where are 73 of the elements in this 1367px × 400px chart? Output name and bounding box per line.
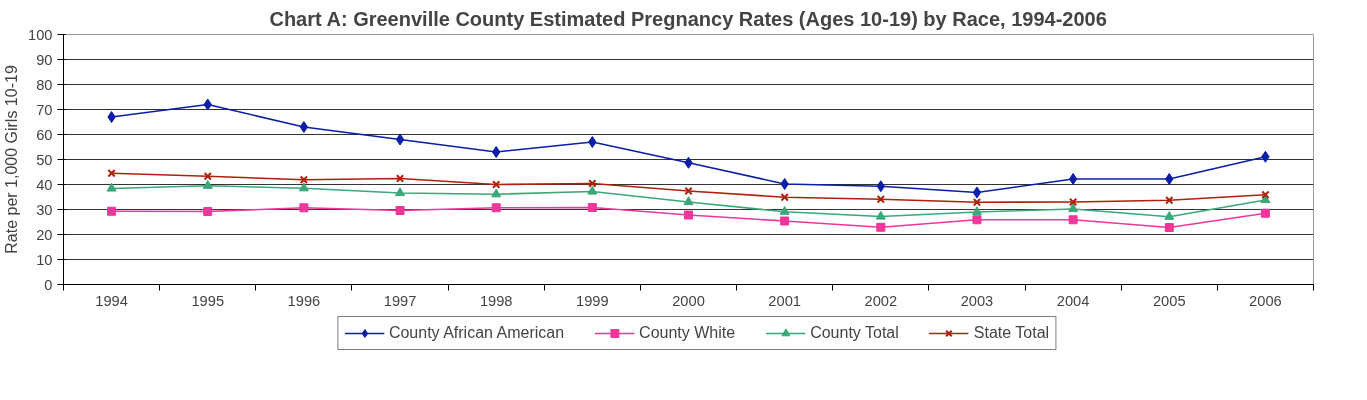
y-tick-label: 90 [36,51,53,68]
y-tick-label: 50 [36,151,53,168]
x-tick-label: 1994 [95,292,128,309]
point [395,187,406,197]
point [395,206,405,215]
point [1068,173,1078,185]
chart-title: Chart A: Greenville County Estimated Pregnancy Rates (Ages 10-19) by Race, 1994-2006 [269,7,1107,30]
y-tick-label: 20 [36,226,53,243]
x-tick-label: 1995 [191,292,225,309]
point [971,206,982,216]
point [780,216,790,226]
point [492,180,501,189]
point [1068,203,1079,213]
point [588,179,597,188]
x-tick-label: 1996 [287,292,321,309]
y-tick-label: 80 [36,76,53,93]
point [491,188,502,198]
legend-label: State Total [973,324,1050,342]
point [203,207,213,216]
point [492,146,501,158]
x-tick-label: 1998 [479,292,513,309]
y-tick-label: 70 [36,101,53,118]
point [683,196,694,206]
point [1164,223,1174,232]
x-tick-label: 2003 [960,292,994,309]
point [684,210,693,220]
point [107,111,116,123]
x-tick-label: 2004 [1056,292,1090,309]
point [587,185,598,195]
point [202,180,213,189]
point [107,169,116,178]
point [1165,196,1174,205]
point [1068,197,1078,207]
point [299,121,309,133]
legend-label: County Total [810,324,899,342]
y-tick-label: 40 [36,176,53,193]
x-tick-label: 2005 [1152,292,1186,309]
x-tick-label: 2006 [1249,292,1282,309]
point [587,203,597,212]
point [779,206,790,215]
point [588,136,597,148]
x-tick-label: 2002 [864,292,898,309]
point [876,222,886,232]
point [1165,173,1174,185]
legend-label: County White [639,324,736,342]
point [972,198,982,207]
point [107,206,117,216]
x-tick-label: 1999 [576,292,609,309]
x-tick-label: 2001 [768,292,801,309]
point [299,203,309,213]
point [491,203,501,213]
point [875,210,886,220]
x-tick-label: 2000 [672,292,705,309]
point [972,215,982,225]
point [298,182,309,192]
point [1261,190,1270,199]
point [1260,208,1270,218]
y-tick-label: 100 [28,26,53,43]
y-tick-label: 0 [44,276,53,293]
legend-label: County African American [388,324,565,342]
point [299,175,309,184]
y-axis-title: Rate per 1,000 Girls 10-19 [3,65,21,254]
y-tick-label: 10 [36,251,53,268]
point [106,182,117,192]
y-tick-label: 60 [36,126,53,143]
point [780,178,789,190]
point [1164,211,1175,220]
point [395,133,405,146]
point [1068,215,1078,225]
point [972,186,982,199]
x-tick-label: 1997 [383,292,417,309]
y-tick-label: 30 [36,201,53,218]
point [395,174,405,183]
